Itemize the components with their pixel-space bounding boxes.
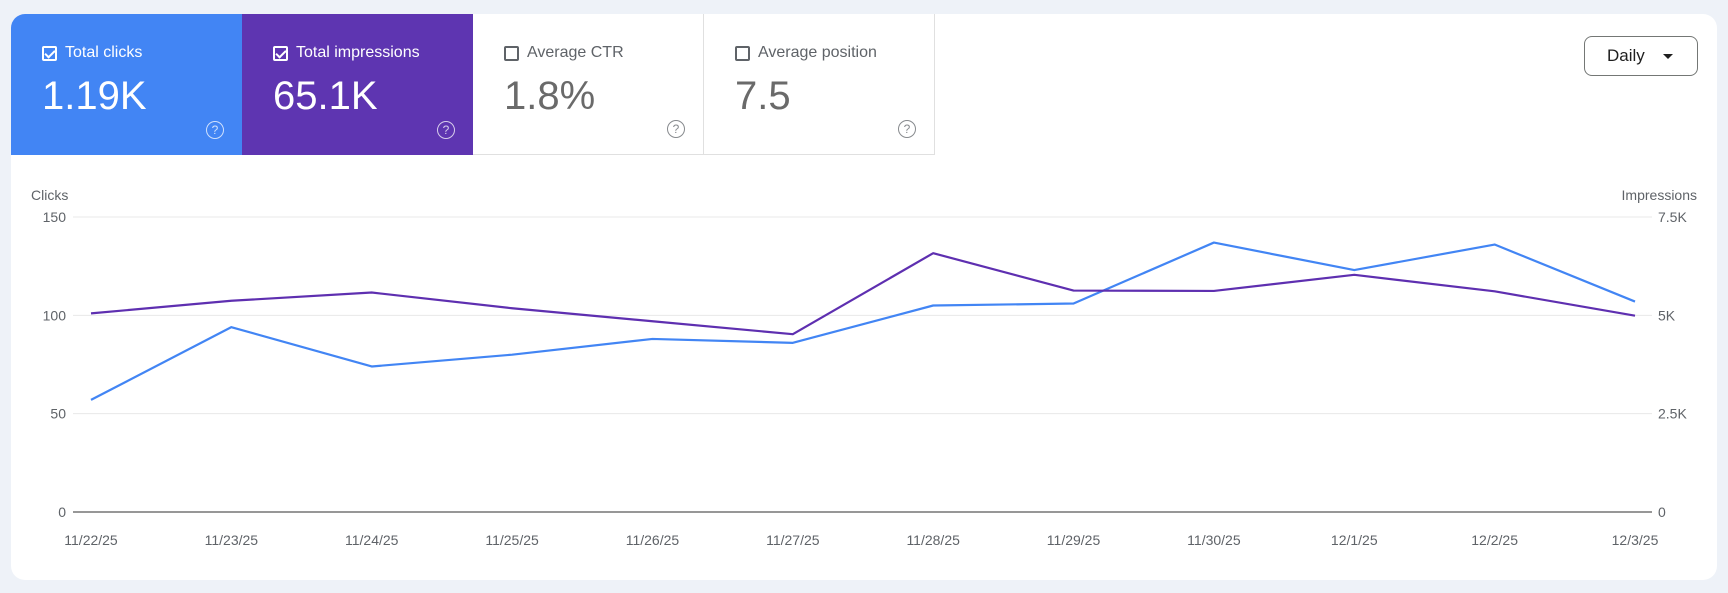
checkbox[interactable] <box>42 45 57 61</box>
y-tick-right: 7.5K <box>1658 209 1687 225</box>
y-tick-right: 0 <box>1658 504 1666 520</box>
help-icon[interactable]: ? <box>437 121 455 139</box>
metric-label-row: Total impressions <box>273 44 473 62</box>
x-tick: 11/23/25 <box>205 532 259 548</box>
x-tick: 11/30/25 <box>1187 532 1241 548</box>
metric-label: Average CTR <box>527 44 624 61</box>
help-icon[interactable]: ? <box>206 121 224 139</box>
x-tick: 12/2/25 <box>1471 532 1518 548</box>
y-axis-label-left: Clicks <box>31 187 68 203</box>
series-line-impressions <box>90 252 1636 336</box>
metric-value: 1.8% <box>504 74 596 118</box>
checkbox[interactable] <box>735 45 750 61</box>
y-tick-left: 100 <box>43 307 67 323</box>
metric-card-average-ctr[interactable]: Average CTR 1.8% ? <box>473 14 704 155</box>
x-tick: 11/27/25 <box>766 532 820 548</box>
granularity-label: Daily <box>1607 46 1645 65</box>
y-axis-label-right: Impressions <box>1622 187 1697 203</box>
metric-cards: Total clicks 1.19K ? Total impressions 65… <box>11 14 935 155</box>
x-tick: 11/28/25 <box>906 532 960 548</box>
y-tick-right: 2.5K <box>1658 406 1687 422</box>
metric-label: Total impressions <box>296 44 420 61</box>
metric-card-total-clicks[interactable]: Total clicks 1.19K ? <box>11 14 242 155</box>
metric-label-row: Average CTR <box>504 44 703 62</box>
metric-value: 7.5 <box>735 74 791 118</box>
y-tick-left: 0 <box>58 504 66 520</box>
y-tick-left: 150 <box>43 209 67 225</box>
metric-label: Total clicks <box>65 44 143 61</box>
metric-card-total-impressions[interactable]: Total impressions 65.1K ? <box>242 14 473 155</box>
checkbox[interactable] <box>273 45 288 61</box>
help-icon[interactable]: ? <box>898 120 916 138</box>
metric-label-row: Average position <box>735 44 934 62</box>
x-tick: 11/22/25 <box>64 532 118 548</box>
caret-down-icon <box>1662 53 1673 59</box>
metric-label: Average position <box>758 44 877 61</box>
y-tick-right: 5K <box>1658 307 1676 323</box>
x-tick: 11/29/25 <box>1047 532 1101 548</box>
metric-value: 1.19K <box>42 74 147 118</box>
help-icon[interactable]: ? <box>667 120 685 138</box>
series-line-clicks <box>90 241 1636 401</box>
x-tick: 11/24/25 <box>345 532 399 548</box>
y-tick-left: 50 <box>50 406 66 422</box>
x-tick: 12/1/25 <box>1331 532 1378 548</box>
x-tick: 12/3/25 <box>1612 532 1659 548</box>
metric-card-average-position[interactable]: Average position 7.5 ? <box>704 14 935 155</box>
granularity-dropdown[interactable]: Daily <box>1584 36 1698 76</box>
metric-value: 65.1K <box>273 74 378 118</box>
metric-label-row: Total clicks <box>42 44 242 62</box>
x-tick: 11/25/25 <box>485 532 539 548</box>
x-tick: 11/26/25 <box>626 532 680 548</box>
checkbox[interactable] <box>504 45 519 61</box>
